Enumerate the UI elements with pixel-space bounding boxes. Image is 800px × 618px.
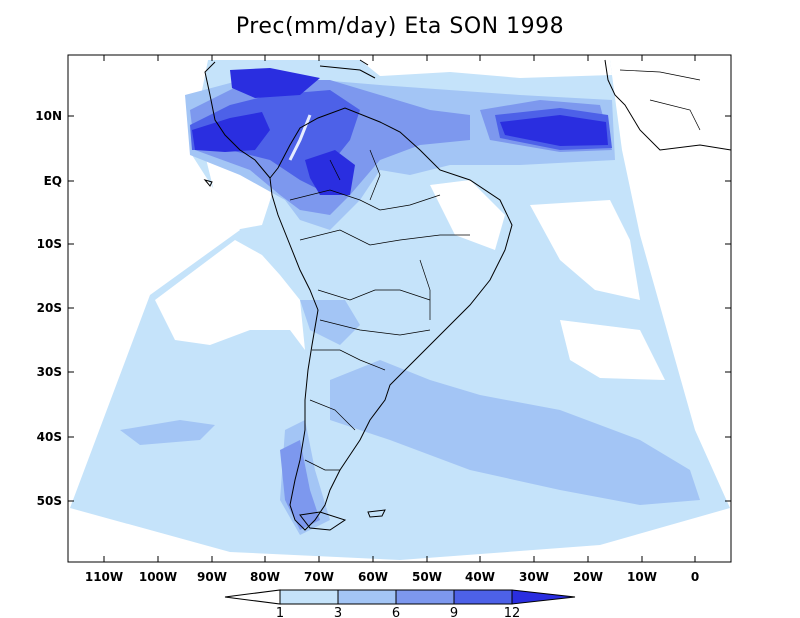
lon-labels: 110W 100W 90W 80W 70W 60W 50W 40W 30W 20… xyxy=(85,570,699,584)
lat-tick-label: 20S xyxy=(37,301,62,315)
band-gt12 xyxy=(192,112,270,152)
colorbar-segment-9-12 xyxy=(453,589,513,605)
country-borders xyxy=(289,69,701,471)
lon-tick-label: 100W xyxy=(139,570,177,584)
colorbar-label: 6 xyxy=(392,606,400,618)
dry-area xyxy=(530,200,640,300)
colorbar-label: 12 xyxy=(504,606,521,618)
lat-tick-label: 40S xyxy=(37,430,62,444)
colorbar-label: 3 xyxy=(334,606,342,618)
band-3-6 xyxy=(330,360,700,505)
lon-ticks xyxy=(103,55,696,562)
colorbar xyxy=(224,589,576,605)
colorbar-segment-6-9 xyxy=(395,589,455,605)
dry-area xyxy=(155,240,305,350)
map-title: Prec(mm/day) Eta SON 1998 xyxy=(235,14,565,39)
colorbar-label: 9 xyxy=(450,606,458,618)
colorbar-segment-3-6 xyxy=(337,589,397,605)
lon-tick-label: 90W xyxy=(197,570,227,584)
band-3-6 xyxy=(120,420,215,445)
lat-tick-label: 50S xyxy=(37,494,62,508)
lon-tick-label: 110W xyxy=(85,570,123,584)
colorbar-labels: 1 3 6 9 12 xyxy=(276,606,520,618)
colorbar-segment-lt1 xyxy=(224,589,281,605)
colorbar-segment-1-3 xyxy=(279,589,339,605)
precip-field xyxy=(70,59,731,560)
lon-tick-label: 80W xyxy=(250,570,280,584)
lon-tick-label: 40W xyxy=(465,570,495,584)
lon-tick-label: 50W xyxy=(412,570,442,584)
lat-tick-label: 10S xyxy=(37,237,62,251)
colorbar-label: 1 xyxy=(276,606,284,618)
lon-tick-label: 70W xyxy=(304,570,334,584)
band-gt12 xyxy=(305,150,355,195)
lat-tick-label: 10N xyxy=(35,109,62,123)
andes-streak xyxy=(288,114,312,161)
lon-tick-label: 0 xyxy=(691,570,699,584)
lon-tick-label: 10W xyxy=(627,570,657,584)
dry-area xyxy=(360,60,612,78)
colorbar-segment-gt12 xyxy=(511,589,576,605)
lat-tick-label: EQ xyxy=(44,174,62,188)
lon-tick-label: 60W xyxy=(358,570,388,584)
lon-tick-label: 20W xyxy=(573,570,603,584)
dry-area xyxy=(430,180,505,250)
dry-area xyxy=(560,320,665,380)
lat-labels: 10N EQ 10S 20S 30S 40S 50S xyxy=(35,109,62,508)
lat-tick-label: 30S xyxy=(37,365,62,379)
coastlines xyxy=(203,59,731,531)
band-gt12 xyxy=(500,115,608,146)
band-6-9 xyxy=(280,440,320,530)
lat-ticks xyxy=(68,115,731,502)
band-gt12 xyxy=(230,68,320,98)
lon-tick-label: 30W xyxy=(519,570,549,584)
